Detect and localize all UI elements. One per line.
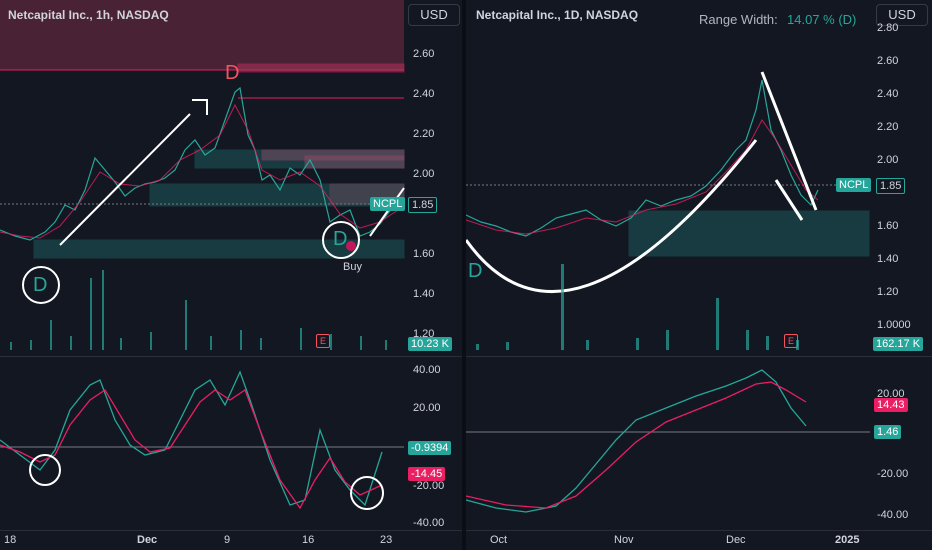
pane-divider[interactable] <box>462 0 466 550</box>
right-date-tick: Oct <box>490 534 508 546</box>
right-price-tick: 1.0000 <box>877 319 911 331</box>
range-width-label: Range Width: <box>699 12 778 27</box>
left-volume-bars <box>10 270 387 350</box>
right-chart-pane[interactable]: Netcapital Inc., 1D, NASDAQ Range Width:… <box>466 0 932 550</box>
right-osc-tick: -40.00 <box>877 509 909 521</box>
right-chart-title: Netcapital Inc., 1D, NASDAQ <box>476 8 639 22</box>
right-volume-bars <box>476 264 799 350</box>
left-ticker-tag: NCPL <box>370 197 406 211</box>
left-osc-tick: 20.00 <box>413 402 441 414</box>
left-osc-circle-2[interactable] <box>350 476 384 510</box>
right-price-tag: 1.85 <box>876 178 906 194</box>
left-price-tick: 2.00 <box>413 168 435 180</box>
right-osc-value-1: 14.43 <box>874 398 908 412</box>
right-chart-canvas[interactable] <box>466 0 932 550</box>
left-breakout-line[interactable] <box>369 187 405 237</box>
right-time-axis-border <box>466 530 932 531</box>
right-price-tick: 1.60 <box>877 220 899 232</box>
left-red-zone-4 <box>261 149 405 161</box>
left-osc-tick: -20.00 <box>413 480 445 492</box>
right-osc-tick: -20.00 <box>877 468 909 480</box>
right-osc-line-1 <box>466 369 807 513</box>
right-osc-line-2 <box>466 381 807 509</box>
right-date-tick: 2025 <box>835 534 860 546</box>
left-osc-value-1: -0.9394 <box>408 441 452 455</box>
right-ma-series <box>466 119 819 235</box>
range-width-value: 14.07 % (D) <box>787 12 857 27</box>
left-earnings-icon[interactable]: E <box>316 334 330 348</box>
left-d-label-bottom-right: D <box>333 228 348 250</box>
right-osc-value-2: 1.46 <box>874 425 902 439</box>
left-chart-canvas[interactable] <box>0 0 462 550</box>
right-price-tick: 1.40 <box>877 253 899 265</box>
left-osc-value-2: -14.45 <box>408 467 446 481</box>
right-demand-zone <box>628 210 870 257</box>
left-date-tick: Dec <box>137 534 158 546</box>
left-red-zone-5 <box>304 155 405 169</box>
left-demand-zone-1 <box>194 149 405 169</box>
left-chart-title: Netcapital Inc., 1h, NASDAQ <box>8 8 169 22</box>
left-price-tag: 1.85 <box>408 197 438 213</box>
left-date-tick: 16 <box>302 534 315 546</box>
left-demand-zone-2 <box>149 183 405 207</box>
left-price-series <box>0 86 405 241</box>
right-d-label: D <box>468 260 483 282</box>
left-circle-marker-2[interactable] <box>322 221 360 259</box>
left-date-tick: 18 <box>4 534 17 546</box>
left-osc-line-1 <box>0 370 383 507</box>
right-pane-separator[interactable] <box>466 356 932 357</box>
left-pane-separator[interactable] <box>0 356 462 357</box>
left-circle-marker-1[interactable] <box>22 266 60 304</box>
right-handle-line[interactable] <box>760 71 818 211</box>
left-osc-circle-1[interactable] <box>29 454 61 486</box>
left-volume-tag: 10.23 K <box>408 337 452 351</box>
left-price-tick: 2.20 <box>413 128 435 140</box>
left-osc-line-2 <box>0 389 383 510</box>
left-price-tick: 2.60 <box>413 48 435 60</box>
left-d-label-top: D <box>225 62 240 84</box>
right-volume-tag: 162.17 K <box>873 337 924 351</box>
right-price-tick: 2.40 <box>877 88 899 100</box>
left-time-axis-border <box>0 530 462 531</box>
right-price-tick: 1.20 <box>877 286 899 298</box>
right-price-tick: 2.00 <box>877 154 899 166</box>
left-ma-series <box>0 103 405 239</box>
right-date-tick: Dec <box>726 534 746 546</box>
left-buy-label: Buy <box>343 261 362 273</box>
right-ticker-tag: NCPL <box>836 178 872 192</box>
right-price-tick: 2.60 <box>877 55 899 67</box>
left-price-tick: 2.40 <box>413 88 435 100</box>
left-demand-zone-3 <box>33 239 405 259</box>
right-price-tick: 2.20 <box>877 121 899 133</box>
right-currency-button[interactable]: USD <box>876 4 928 26</box>
right-earnings-icon[interactable]: E <box>784 334 798 348</box>
right-cup-curve[interactable] <box>466 139 758 294</box>
left-date-tick: 23 <box>380 534 393 546</box>
left-trend-arrow[interactable] <box>59 113 191 246</box>
left-currency-button[interactable]: USD <box>408 4 460 26</box>
right-handle-line-2[interactable] <box>774 179 804 221</box>
left-buy-dot <box>346 241 356 251</box>
left-osc-tick: 40.00 <box>413 364 441 376</box>
right-date-tick: Nov <box>614 534 634 546</box>
left-price-tick: 1.40 <box>413 288 435 300</box>
left-supply-zone <box>0 0 404 70</box>
right-price-tick: 2.80 <box>877 22 899 34</box>
right-osc-tick: 20.00 <box>877 388 905 400</box>
left-arrow-head <box>192 99 208 115</box>
left-osc-tick: -40.00 <box>413 517 445 529</box>
left-date-tick: 9 <box>224 534 231 546</box>
left-red-zone-2 <box>237 63 405 73</box>
left-d-label-bottom-left: D <box>33 274 48 296</box>
left-chart-pane[interactable]: Netcapital Inc., 1h, NASDAQ USD 2.60 2.4… <box>0 0 462 550</box>
left-price-tick: 1.60 <box>413 248 435 260</box>
